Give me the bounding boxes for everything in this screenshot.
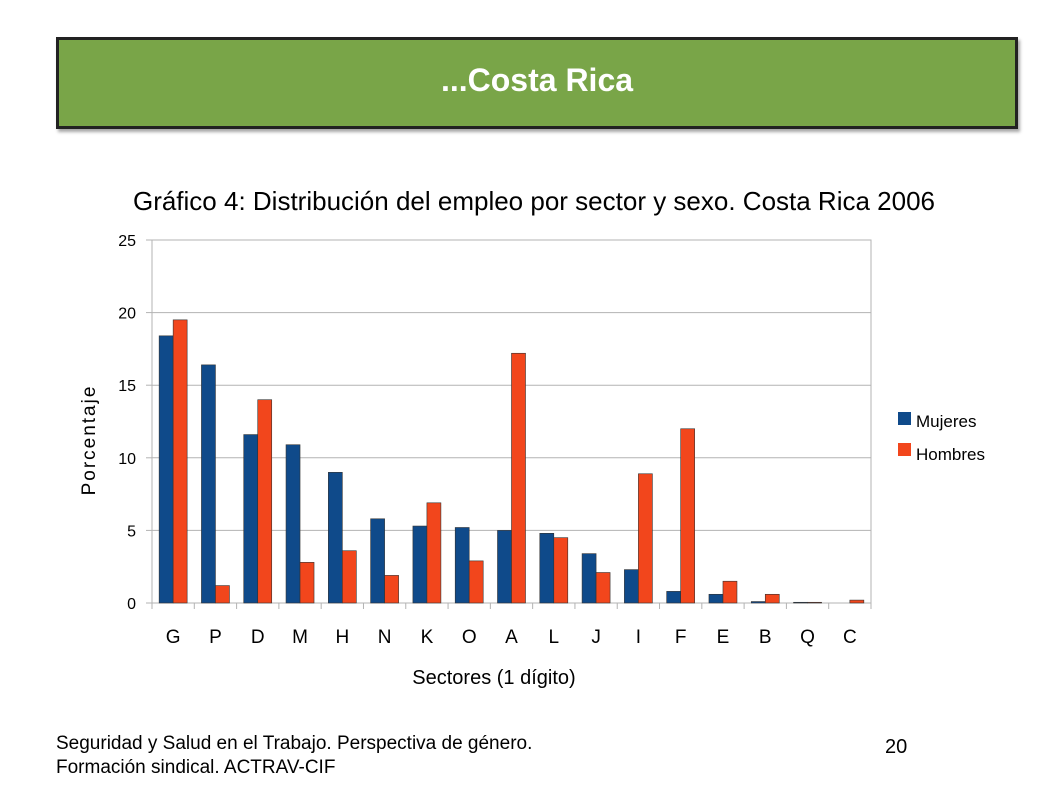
footer-line-2: Formación sindical. ACTRAV-CIF bbox=[56, 757, 336, 778]
bar-mujeres-M bbox=[285, 444, 301, 604]
bars bbox=[158, 319, 865, 604]
x-tick-label: Q bbox=[800, 627, 815, 648]
x-tick-label: D bbox=[251, 627, 265, 648]
bar-hombres-F bbox=[680, 428, 695, 604]
y-tick-label: 10 bbox=[118, 451, 136, 468]
bar-mujeres-N bbox=[370, 518, 385, 604]
x-tick-label: K bbox=[421, 627, 434, 648]
bar-hombres-B bbox=[764, 593, 780, 604]
footer-text: Seguridad y Salud en el Trabajo. Perspec… bbox=[56, 732, 532, 780]
y-tick-label: 15 bbox=[118, 378, 136, 395]
y-axis-ticks: 0 5 10 15 20 25 bbox=[118, 233, 152, 613]
title-banner: ...Costa Rica bbox=[56, 37, 1018, 129]
legend-swatch-hombres bbox=[898, 443, 911, 456]
bar-hombres-K bbox=[426, 502, 442, 604]
chart-title: Gráfico 4: Distribución del empleo por s… bbox=[133, 186, 935, 216]
x-axis-label: Sectores (1 dígito) bbox=[412, 667, 575, 689]
slide-number: 20 bbox=[885, 736, 908, 758]
bar-mujeres-J bbox=[581, 553, 597, 604]
bar-mujeres-G bbox=[158, 335, 174, 604]
x-tick-label: O bbox=[462, 627, 477, 648]
x-tick-label: G bbox=[166, 627, 181, 648]
bar-mujeres-B bbox=[750, 601, 766, 604]
slide-title: ...Costa Rica bbox=[440, 62, 634, 98]
bar-hombres-E bbox=[722, 580, 738, 604]
bar-mujeres-D bbox=[243, 434, 259, 604]
x-tick-label: L bbox=[549, 627, 560, 648]
bar-mujeres-A bbox=[497, 530, 512, 604]
y-tick-label: 20 bbox=[118, 306, 136, 323]
bar-hombres-H bbox=[342, 550, 357, 604]
bar-hombres-G bbox=[172, 319, 188, 604]
footer-line-1: Seguridad y Salud en el Trabajo. Perspec… bbox=[56, 733, 533, 754]
x-tick-label: J bbox=[591, 627, 601, 648]
x-tick-label: N bbox=[378, 627, 392, 648]
x-tick-label: I bbox=[636, 627, 641, 648]
x-tick-label: M bbox=[292, 627, 308, 648]
bar-hombres-P bbox=[215, 585, 230, 604]
bar-mujeres-F bbox=[666, 591, 681, 604]
bar-mujeres-I bbox=[624, 569, 639, 604]
bar-mujeres-E bbox=[708, 593, 724, 604]
bar-mujeres-Q bbox=[793, 601, 808, 604]
bar-mujeres-K bbox=[412, 525, 428, 604]
bar-hombres-Q bbox=[807, 601, 822, 604]
bar-hombres-L bbox=[553, 537, 569, 604]
bar-hombres-C bbox=[849, 599, 865, 604]
y-tick-label: 0 bbox=[127, 596, 136, 613]
bar-hombres-J bbox=[595, 572, 611, 604]
x-tick-label: B bbox=[759, 627, 772, 648]
legend-label-hombres: Hombres bbox=[916, 445, 985, 464]
bar-hombres-A bbox=[511, 352, 526, 604]
bar-hombres-M bbox=[299, 562, 315, 604]
bar-hombres-I bbox=[638, 473, 653, 604]
x-tick-label: C bbox=[843, 627, 857, 648]
x-tick-label: E bbox=[717, 627, 730, 648]
bar-hombres-D bbox=[257, 399, 273, 604]
x-tick-label: A bbox=[505, 627, 518, 648]
bar-mujeres-L bbox=[539, 533, 555, 604]
legend-swatch-mujeres bbox=[898, 412, 911, 425]
y-tick-label: 25 bbox=[118, 233, 136, 250]
bar-mujeres-H bbox=[328, 472, 343, 604]
x-tick-label: H bbox=[335, 627, 349, 648]
x-tick-label: F bbox=[675, 627, 687, 648]
bar-mujeres-O bbox=[454, 527, 470, 604]
x-tick-label: P bbox=[209, 627, 222, 648]
bar-hombres-O bbox=[468, 560, 484, 604]
y-axis-label: Porcentaje bbox=[79, 385, 100, 496]
legend-label-mujeres: Mujeres bbox=[916, 412, 976, 431]
legend: Mujeres Hombres bbox=[898, 412, 985, 464]
y-tick-label: 5 bbox=[127, 523, 136, 540]
bar-hombres-N bbox=[384, 575, 399, 604]
bar-mujeres-P bbox=[201, 364, 216, 604]
